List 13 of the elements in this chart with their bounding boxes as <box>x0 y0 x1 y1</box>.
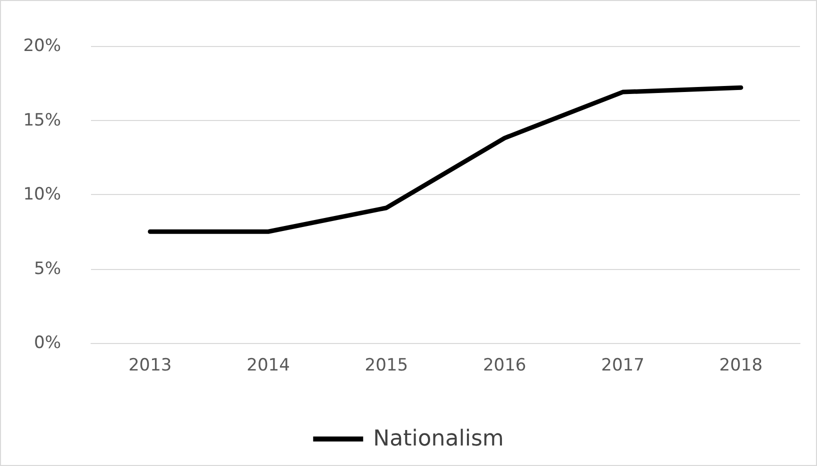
y-tick-label: 15% <box>23 110 61 130</box>
x-tick-label: 2018 <box>719 356 763 376</box>
x-tick-label: 2015 <box>364 356 408 376</box>
y-tick-label: 20% <box>23 36 61 56</box>
x-tick-label: 2013 <box>128 356 172 376</box>
line-series <box>148 85 744 234</box>
y-tick-label: 0% <box>34 333 61 353</box>
x-tick-label: 2016 <box>482 356 526 376</box>
x-tick-label: 2014 <box>246 356 290 376</box>
y-tick-label: 5% <box>34 258 61 279</box>
x-tick-label: 2017 <box>601 356 644 376</box>
y-tick-label: 10% <box>23 184 61 204</box>
legend-label: Nationalism <box>373 426 504 452</box>
